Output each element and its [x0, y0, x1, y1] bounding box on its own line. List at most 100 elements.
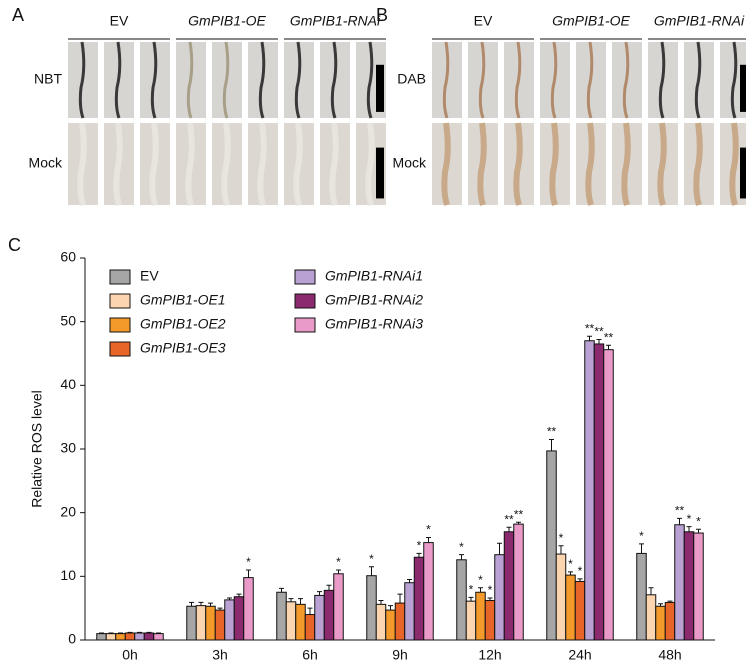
error-bar: [288, 598, 294, 602]
bar: [555, 553, 567, 641]
bar: [333, 573, 344, 641]
root: [78, 41, 86, 119]
legend-swatch: [294, 293, 316, 309]
root: [365, 122, 375, 206]
significance: **: [594, 325, 604, 339]
legend-label: GmPIB1-OE3: [140, 340, 226, 356]
significance: *: [578, 564, 583, 578]
root: [77, 122, 87, 206]
y-tick-label: 40: [60, 376, 76, 392]
bar: [546, 450, 557, 641]
error-bar: [397, 593, 403, 604]
error-bar: [156, 632, 161, 634]
bar: [584, 340, 595, 641]
root: [330, 41, 338, 119]
bar: [304, 614, 316, 641]
error-bar: [336, 569, 341, 574]
row-label: Mock: [29, 155, 63, 171]
error-bar: [497, 542, 502, 555]
bar: [115, 633, 126, 641]
error-bar: [558, 545, 564, 555]
root: [586, 41, 594, 119]
error-bar: [198, 601, 204, 606]
bar: [276, 591, 287, 641]
bar: [655, 605, 666, 641]
error-bar: [516, 521, 521, 525]
bar: [465, 600, 477, 641]
significance: *: [478, 573, 483, 587]
error-bar: [137, 631, 142, 633]
legend-swatch: [294, 317, 316, 333]
root: [730, 41, 738, 119]
bar: [385, 609, 396, 641]
bar: [205, 605, 216, 641]
error-bar: [407, 579, 412, 583]
legend-label: GmPIB1-RNAi3: [325, 316, 423, 332]
significance: *: [568, 557, 573, 571]
root: [329, 122, 339, 206]
root: [258, 41, 266, 119]
error-bar: [108, 632, 114, 634]
bar: [105, 633, 117, 641]
bar: [96, 633, 107, 641]
bar: [143, 632, 155, 641]
bar: [603, 349, 614, 641]
root: [657, 122, 667, 206]
error-bar: [236, 593, 242, 597]
significance: *: [488, 583, 493, 597]
significance: **: [514, 507, 524, 521]
root: [549, 122, 559, 206]
error-bar: [378, 600, 384, 605]
y-tick-label: 30: [60, 440, 76, 456]
error-bar: [549, 438, 554, 451]
bar: [285, 601, 297, 641]
error-bar: [416, 552, 422, 558]
scale-bar: [740, 147, 746, 199]
x-tick-label: 48h: [658, 647, 681, 663]
error-bar: [189, 601, 194, 607]
x-tick-label: 24h: [568, 647, 591, 663]
bar: [214, 609, 226, 641]
root: [658, 41, 666, 119]
bar: [404, 582, 415, 641]
y-tick-label: 20: [60, 503, 76, 519]
significance: **: [604, 330, 614, 344]
error-bar: [686, 526, 692, 532]
root: [585, 122, 595, 206]
error-bar: [506, 526, 512, 532]
group-label: GmPIB1-OE: [552, 13, 630, 29]
root: [477, 122, 487, 206]
bar: [224, 599, 235, 641]
bar: [503, 531, 515, 641]
root: [550, 41, 558, 119]
legend-swatch: [109, 293, 131, 309]
bar: [683, 531, 695, 641]
error-bar: [369, 566, 374, 576]
legend-label: GmPIB1-OE1: [140, 292, 226, 308]
significance: *: [469, 583, 474, 597]
y-tick-label: 10: [60, 567, 76, 583]
significance: **: [585, 321, 595, 335]
bar: [475, 591, 486, 641]
bar: [636, 552, 647, 641]
bar: [664, 601, 676, 641]
x-tick-label: 0h: [122, 647, 138, 663]
error-bar: [577, 578, 583, 582]
error-bar: [667, 600, 673, 603]
y-tick-label: 0: [68, 631, 76, 647]
bar: [574, 580, 586, 641]
significance: **: [504, 512, 514, 526]
root: [257, 122, 267, 206]
error-bar: [606, 344, 611, 350]
root: [113, 122, 123, 206]
bar: [153, 633, 164, 641]
bar: [674, 524, 685, 641]
significance: *: [246, 555, 251, 569]
bar: [323, 589, 335, 641]
error-bar: [227, 597, 232, 600]
legend-swatch: [109, 317, 131, 333]
error-bar: [639, 543, 644, 554]
row-label: DAB: [397, 71, 426, 87]
error-bar: [648, 587, 654, 595]
